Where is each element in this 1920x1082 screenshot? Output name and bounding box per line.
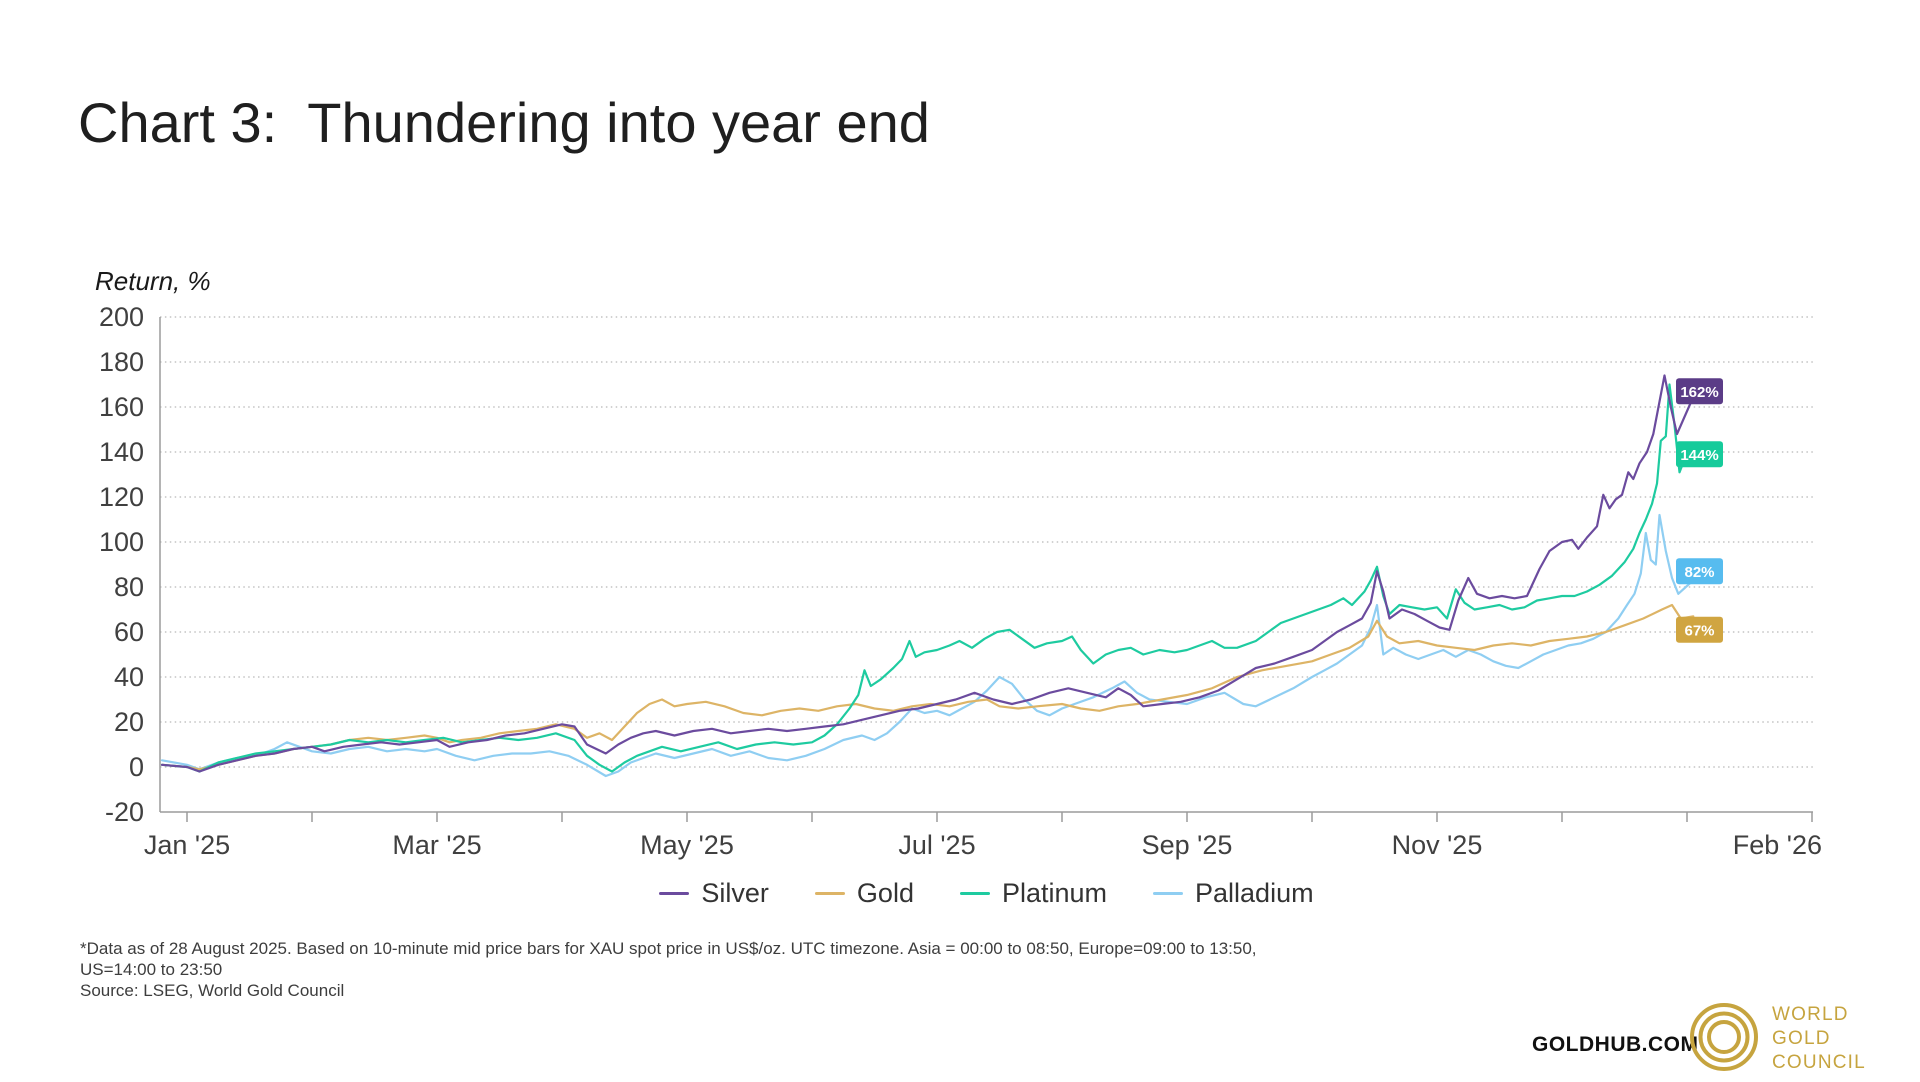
end-label-platinum bbox=[1676, 441, 1723, 468]
y-tick-label: 100 bbox=[99, 527, 144, 557]
legend-label-gold: Gold bbox=[856, 878, 914, 908]
y-tick-label: 0 bbox=[129, 752, 144, 782]
palladium-line-swatch bbox=[1153, 892, 1184, 895]
logo-ring-outer bbox=[1690, 1003, 1758, 1071]
x-tick-label: Jan '25 bbox=[144, 830, 230, 860]
footnote-source: Source: LSEG, World Gold Council bbox=[80, 981, 345, 1000]
y-tick-label: 160 bbox=[99, 392, 144, 422]
y-tick-label: 180 bbox=[99, 347, 144, 377]
silver-line-swatch bbox=[659, 892, 690, 895]
end-label-text-palladium: 82% bbox=[1684, 564, 1714, 581]
legend-item-gold[interactable]: Gold bbox=[814, 878, 914, 909]
gold-line-swatch bbox=[814, 892, 845, 895]
footnote-line-1: *Data as of 28 August 2025. Based on 10-… bbox=[80, 939, 1257, 958]
end-label-text-gold: 67% bbox=[1684, 622, 1714, 639]
chart-legend: Silver Gold Platinum Palladium bbox=[160, 878, 1813, 909]
series-line-gold bbox=[160, 603, 1695, 771]
legend-item-palladium[interactable]: Palladium bbox=[1153, 878, 1314, 909]
y-tick-label: 120 bbox=[99, 482, 144, 512]
y-tick-label: 140 bbox=[99, 437, 144, 467]
logo-ring-middle bbox=[1698, 1011, 1750, 1063]
series-line-platinum bbox=[160, 383, 1692, 773]
x-tick-label: Jul '25 bbox=[898, 830, 975, 860]
logo-text-council: COUNCIL bbox=[1772, 1052, 1866, 1073]
logo-text-gold: GOLD bbox=[1772, 1028, 1831, 1049]
x-tick-label: May '25 bbox=[640, 830, 734, 860]
legend-label-palladium: Palladium bbox=[1195, 878, 1314, 908]
footnote: *Data as of 28 August 2025. Based on 10-… bbox=[80, 938, 1257, 1001]
y-tick-label: 80 bbox=[114, 572, 144, 602]
end-label-text-platinum: 144% bbox=[1680, 447, 1718, 464]
end-label-palladium bbox=[1676, 558, 1723, 585]
footnote-line-2: US=14:00 to 23:50 bbox=[80, 960, 223, 979]
y-axis-title: Return, % bbox=[95, 266, 211, 296]
end-label-gold bbox=[1676, 616, 1723, 643]
x-tick-label: Feb '26 bbox=[1733, 830, 1822, 860]
x-tick-label: Nov '25 bbox=[1392, 830, 1483, 860]
y-tick-label: 40 bbox=[114, 662, 144, 692]
goldhub-wordmark: GOLDHUB.COM bbox=[1532, 1033, 1699, 1056]
legend-item-silver[interactable]: Silver bbox=[659, 878, 769, 909]
platinum-line-swatch bbox=[959, 892, 990, 895]
y-tick-label: 60 bbox=[114, 617, 144, 647]
legend-item-platinum[interactable]: Platinum bbox=[959, 878, 1108, 909]
logo-ring-inner bbox=[1707, 1020, 1741, 1054]
x-tick-label: Mar '25 bbox=[392, 830, 481, 860]
logo-text-world: WORLD bbox=[1772, 1004, 1849, 1025]
legend-label-silver: Silver bbox=[701, 878, 769, 908]
legend-label-platinum: Platinum bbox=[1001, 878, 1108, 908]
end-label-text-silver: 162% bbox=[1680, 384, 1718, 401]
world-gold-council-logo: WORLD GOLD COUNCIL bbox=[1690, 1003, 1866, 1073]
y-tick-label: 200 bbox=[99, 302, 144, 332]
end-label-silver bbox=[1676, 378, 1723, 405]
series-line-silver bbox=[160, 374, 1692, 773]
page-title: Chart 3: Thundering into year end bbox=[78, 90, 930, 154]
y-tick-label: -20 bbox=[105, 797, 144, 827]
y-tick-label: 20 bbox=[114, 707, 144, 737]
x-tick-label: Sep '25 bbox=[1142, 830, 1233, 860]
series-line-palladium bbox=[160, 513, 1692, 778]
